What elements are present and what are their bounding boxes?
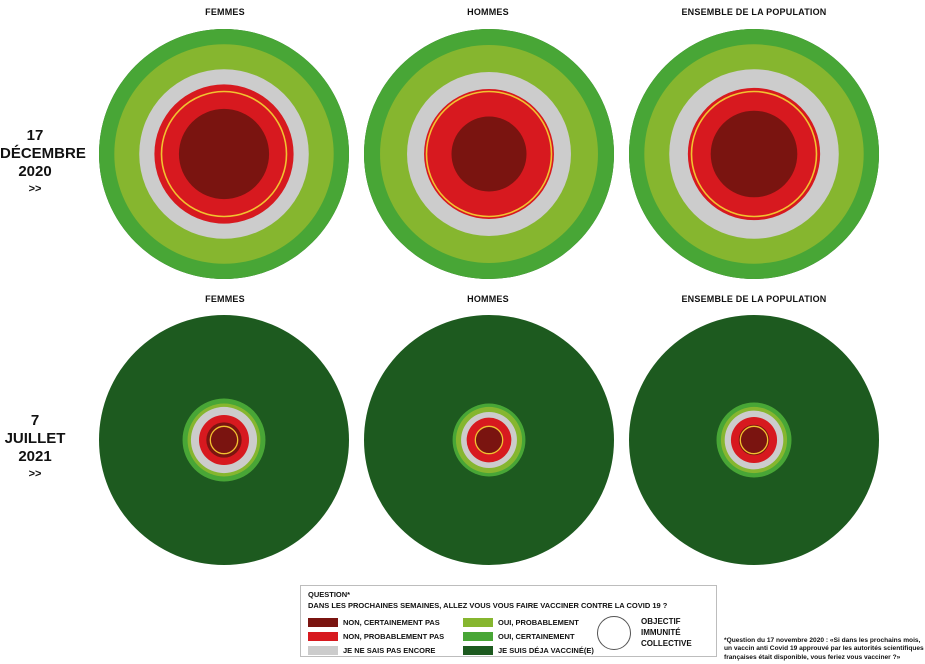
ring-1 (451, 116, 527, 192)
row-label-arrow: >> (28, 183, 42, 195)
immunity-target-ring (160, 90, 288, 218)
row-label-day: 17 (26, 127, 44, 144)
footnote: *Question du 17 novembre 2020 : «Si dans… (724, 637, 924, 661)
immunity-label-text: OBJECTIF IMMUNITÉ COLLECTIVE (641, 617, 692, 648)
legend-question-label: QUESTION* (308, 590, 351, 599)
legend-item-oui-probablement: OUI, PROBABLEMENT (463, 617, 579, 627)
legend-swatch (308, 617, 338, 627)
legend-label: JE NE SAIS PAS ENCORE (343, 645, 436, 655)
legend-label: NON, PROBABLEMENT PAS (343, 631, 445, 641)
legend: QUESTION* DANS LES PROCHAINES SEMAINES, … (300, 585, 717, 657)
legend-item-oui-certainement: OUI, CERTAINEMENT (463, 631, 575, 641)
panel-title-femmes-2021: FEMMES (205, 294, 245, 304)
panel-ensemble-2020 (629, 29, 879, 279)
ring-1 (475, 426, 503, 454)
row-label-month: JUILLET (4, 430, 66, 447)
ring-1 (738, 424, 770, 456)
ring-1 (206, 422, 242, 458)
legend-label: NON, CERTAINEMENT PAS (343, 617, 440, 627)
legend-item-non-certainement: NON, CERTAINEMENT PAS (308, 617, 440, 627)
panel-femmes-2020 (99, 29, 349, 279)
row-label-day: 7 (30, 412, 40, 429)
legend-swatch (463, 617, 493, 627)
immunity-target-ring (209, 425, 239, 455)
panel-title-ensemble-2020: ENSEMBLE DE LA POPULATION (681, 7, 827, 17)
immunity-target-ring (425, 90, 553, 218)
panel-femmes-2021 (99, 315, 349, 565)
legend-swatch (463, 631, 493, 641)
legend-swatch (463, 645, 493, 655)
panel-hommes-2021 (364, 315, 614, 565)
legend-label: OUI, PROBABLEMENT (498, 617, 579, 627)
panel-title-hommes-2021: HOMMES (467, 294, 509, 304)
panel-ensemble-2021 (629, 315, 879, 565)
row-label-dec-2020: 17 DÉCEMBRE 2020 >> (0, 127, 86, 195)
legend-swatch (308, 645, 338, 655)
immunity-target-label: OBJECTIF IMMUNITÉ COLLECTIVE (641, 616, 693, 649)
legend-question-text: DANS LES PROCHAINES SEMAINES, ALLEZ VOUS… (308, 601, 668, 610)
immunity-target-circle (597, 616, 631, 650)
panel-title-femmes-2020: FEMMES (205, 7, 245, 17)
row-label-year: 2020 (18, 163, 52, 180)
row-label-month: DÉCEMBRE (0, 145, 86, 162)
legend-label: OUI, CERTAINEMENT (498, 631, 575, 641)
row-label-year: 2021 (18, 448, 52, 465)
row-label-arrow: >> (28, 468, 42, 480)
immunity-target-ring (739, 425, 769, 455)
immunity-target-ring (474, 425, 504, 455)
legend-label: JE SUIS DÉJA VACCINÉ(E) (498, 645, 594, 655)
legend-item-deja-vaccine: JE SUIS DÉJA VACCINÉ(E) (463, 645, 594, 655)
panel-title-hommes-2020: HOMMES (467, 7, 509, 17)
row-label-jul-2021: 7 JUILLET 2021 >> (0, 412, 70, 480)
panel-title-ensemble-2021: ENSEMBLE DE LA POPULATION (681, 294, 827, 304)
ring-1 (178, 108, 270, 200)
legend-item-ne-sais-pas: JE NE SAIS PAS ENCORE (308, 645, 435, 655)
immunity-target-ring (690, 90, 818, 218)
legend-swatch (308, 631, 338, 641)
panel-hommes-2020 (364, 29, 614, 279)
ring-1 (710, 110, 798, 198)
legend-item-non-probablement: NON, PROBABLEMENT PAS (308, 631, 444, 641)
